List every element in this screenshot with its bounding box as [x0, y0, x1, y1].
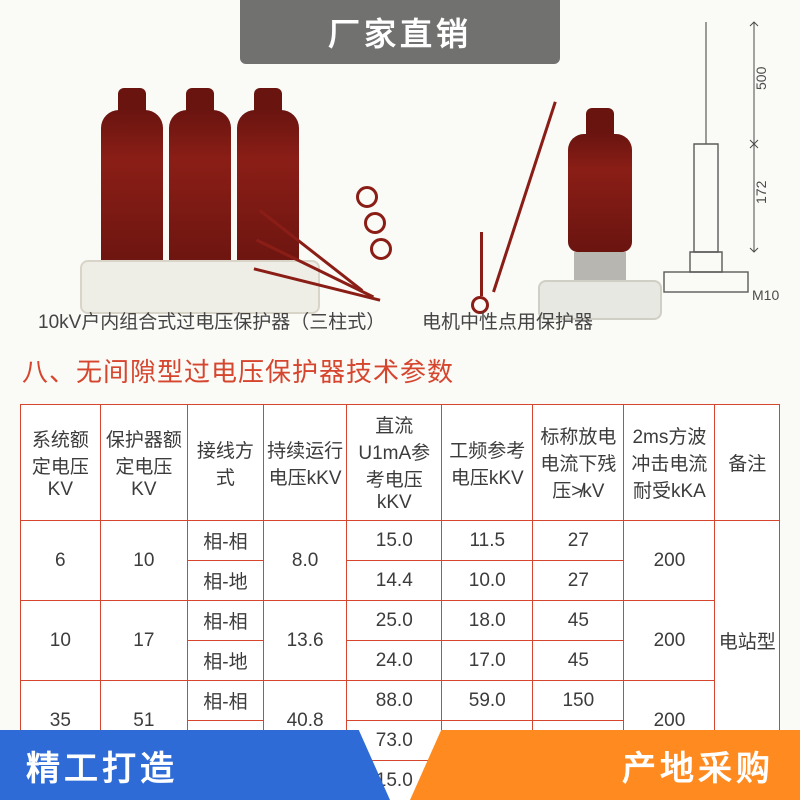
pillar: [237, 88, 299, 276]
table-cell: 11.5: [442, 521, 533, 561]
table-cell: 15.0: [347, 521, 442, 561]
table-cell: 200: [624, 601, 715, 681]
table-cell: 25.0: [347, 601, 442, 641]
table-cell: 电站型: [715, 521, 780, 761]
col-header: 直流U1mA参考电压kKV: [347, 405, 442, 521]
table-cell: 8.0: [263, 521, 346, 601]
table-row: 1017相-相13.625.018.045200: [21, 601, 780, 641]
pillar: [169, 88, 231, 276]
lead-terminal: [364, 212, 386, 234]
table-cell: 相-地: [187, 641, 263, 681]
footer-left-text: 精工打造: [26, 741, 178, 790]
page-root: 10kV户内组合式过电压保护器（三柱式） 电机中性点用保护器: [0, 0, 800, 800]
section-title: 八、无间隙型过电压保护器技术参数: [22, 352, 454, 389]
table-cell: 150: [533, 681, 624, 721]
footer-right-strip: 产地采购: [410, 730, 800, 800]
table-row: 610相-相8.015.011.527200电站型: [21, 521, 780, 561]
table-cell: 14.4: [347, 561, 442, 601]
lead-terminal: [356, 186, 378, 208]
unit-neck: [574, 252, 626, 280]
table-cell: 相-相: [187, 681, 263, 721]
table-cell: 相-相: [187, 521, 263, 561]
table-cell: 10: [100, 521, 187, 601]
col-header: 标称放电电流下残压≯kV: [533, 405, 624, 521]
dim-label: M10: [752, 287, 779, 303]
banner-text: 厂家直销: [328, 9, 472, 55]
table-cell: 27: [533, 521, 624, 561]
table-header-row: 系统额定电压KV 保护器额定电压KV 接线方式 持续运行电压kKV 直流U1mA…: [21, 405, 780, 521]
table-cell: 13.6: [263, 601, 346, 681]
left-product-caption: 10kV户内组合式过电压保护器（三柱式）: [38, 307, 385, 334]
table-cell: 24.0: [347, 641, 442, 681]
footer-right-text: 产地采购: [622, 741, 774, 790]
table-cell: 18.0: [442, 601, 533, 641]
table-cell: 27: [533, 561, 624, 601]
col-header: 系统额定电压KV: [21, 405, 101, 521]
col-header: 备注: [715, 405, 780, 521]
unit-body: [568, 134, 632, 252]
right-product-caption: 电机中性点用保护器: [422, 307, 593, 334]
lead-wire: [480, 232, 483, 296]
col-header: 持续运行电压kKV: [263, 405, 346, 521]
table-cell: 10.0: [442, 561, 533, 601]
pillar: [101, 88, 163, 276]
table-cell: 17.0: [442, 641, 533, 681]
dim-label: 172: [753, 180, 769, 204]
table-cell: 10: [21, 601, 101, 681]
table-cell: 45: [533, 641, 624, 681]
table-cell: 88.0: [347, 681, 442, 721]
table-cell: 相-地: [187, 561, 263, 601]
dimension-diagram: 500 172 M10: [634, 14, 784, 310]
unit-cap: [586, 108, 614, 134]
lead-wire: [492, 101, 557, 292]
col-header: 保护器额定电压KV: [100, 405, 187, 521]
dim-label: 500: [753, 66, 769, 90]
table-cell: 6: [21, 521, 101, 601]
lead-terminal: [370, 238, 392, 260]
table-cell: 200: [624, 521, 715, 601]
table-cell: 相-相: [187, 601, 263, 641]
table-cell: 17: [100, 601, 187, 681]
col-header: 2ms方波冲击电流耐受kKA: [624, 405, 715, 521]
table-row: 3551相-相40.888.059.0150200: [21, 681, 780, 721]
col-header: 接线方式: [187, 405, 263, 521]
col-header: 工频参考电压kKV: [442, 405, 533, 521]
base-plate: [80, 260, 320, 314]
table-cell: 59.0: [442, 681, 533, 721]
table-cell: 45: [533, 601, 624, 641]
footer-left-strip: 精工打造: [0, 730, 390, 800]
factory-direct-banner: 厂家直销: [240, 0, 560, 64]
